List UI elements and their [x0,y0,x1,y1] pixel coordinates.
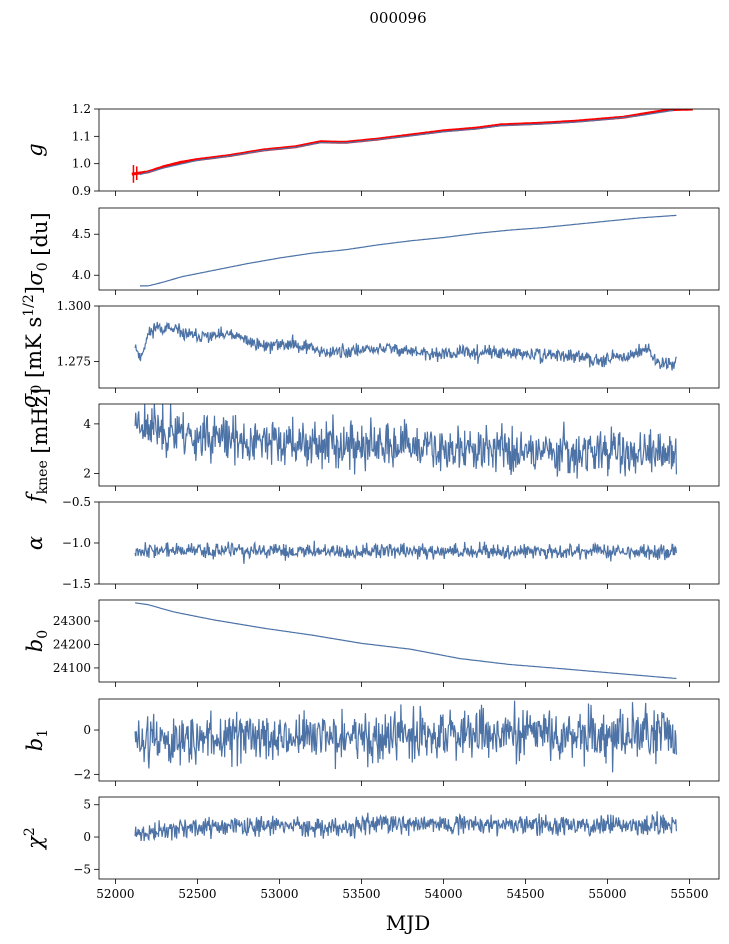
axes-frame [98,599,720,683]
y-tick-label: 2 [83,467,91,481]
y-tick-label: 24200 [53,638,91,652]
y-tick-label: −5 [73,862,91,876]
y-axis-label-5: α [23,536,47,550]
y-axis-label-1: g [23,143,47,156]
subplot-4: 2 4 fknee [mHz] [23,388,720,504]
y-label-unit: [du] [28,212,52,262]
series-line-5-1 [134,540,677,564]
y-tick-label: 24300 [53,614,91,628]
y-tick-label: 1.275 [57,354,91,368]
figure-title: 000096 [369,9,426,27]
series-line-1-2 [139,109,674,176]
y-label-subscript: knee [35,460,51,494]
y-tick-label: 0 [83,830,91,844]
y-label-symbol: χ [23,835,47,851]
x-tick-label: 54500 [506,887,544,901]
y-label-unit-superscript: 1/2 [21,294,37,317]
subplot-3: 1.275 1.300 σ0 [mK s1/2] [17,286,720,408]
y-tick-label: 4 [83,417,91,431]
series-line-2-1 [140,214,677,287]
y-label-symbol: α [23,536,47,550]
y-tick-label: 1.1 [72,129,91,143]
y-axis-label-8: χ2 [22,827,47,851]
x-tick-label: 55500 [670,887,708,901]
y-label-unit: [mK s [22,317,46,385]
y-tick-label: 5 [83,798,91,812]
axes-frame [98,403,720,487]
y-tick-label: 0 [83,723,91,737]
series-line-6-1 [135,602,677,680]
x-tick-label: 53000 [260,887,298,901]
y-tick-label: −1.0 [62,536,91,550]
y-label-symbol: σ [17,393,41,408]
y-label-symbol: b [23,738,47,751]
y-label-subscript: 1 [35,729,51,738]
y-label-unit: [mHz] [28,388,52,460]
y-axis-label-2: σ0 [du] [23,212,52,285]
y-label-symbol: g [23,143,47,156]
y-label-symbol: σ [23,271,47,286]
y-tick-label: 1.0 [72,157,91,171]
series-line-8-1 [134,811,677,842]
y-label-superscript: 2 [22,827,38,836]
y-tick-label: 1.300 [57,299,91,313]
axes-frame [98,305,720,389]
subplot-1: 0.9 1.0 1.1 1.2 g [23,102,720,198]
y-tick-label: −2 [73,767,91,781]
subplot-5: −1.5 −1.0 −0.5 α [23,495,720,591]
series-line-3-1 [134,321,677,371]
y-tick-label: 24100 [53,661,91,675]
x-tick-label: 52500 [178,887,216,901]
y-label-subscript: 0 [35,630,51,639]
y-label-symbol: b [23,639,47,652]
y-label-subscript: 0 [29,385,45,394]
subplot-8: −5 0 5 52000 52500 53000 53500 54000 54500 55000 5… [22,796,720,901]
axes-frame [98,796,720,880]
axes-frame [98,501,720,585]
axes-frame [98,108,720,192]
y-tick-label: 0.9 [72,184,91,198]
y-label-subscript: 0 [35,262,51,271]
y-tick-label: 1.2 [72,102,91,116]
y-axis-label-3: σ0 [mK s1/2] [17,286,46,408]
y-tick-label: −0.5 [62,495,91,509]
x-axis-label: MJD [386,911,431,935]
axes-frame [98,207,720,291]
y-tick-label: 4.5 [72,227,91,241]
x-tick-label: 52000 [96,887,134,901]
x-tick-label: 54000 [424,887,462,901]
subplot-7: −2 0 b1 [23,698,720,786]
axes-frame [98,698,720,782]
y-label-symbol: f [23,491,47,504]
y-tick-label: 4.0 [72,268,91,282]
x-tick-label: 55000 [588,887,626,901]
y-tick-label: −1.5 [62,577,91,591]
x-tick-label: 53500 [342,887,380,901]
y-axis-label-7: b1 [23,729,51,751]
y-label-unit-close: ] [22,286,46,294]
y-axis-label-4: fknee [mHz] [23,388,52,504]
series-line-4-1 [134,404,677,479]
y-axis-label-6: b0 [23,630,51,652]
series-line-7-1 [134,700,677,773]
subplot-2: 4.0 4.5 σ0 [du] [23,207,720,295]
